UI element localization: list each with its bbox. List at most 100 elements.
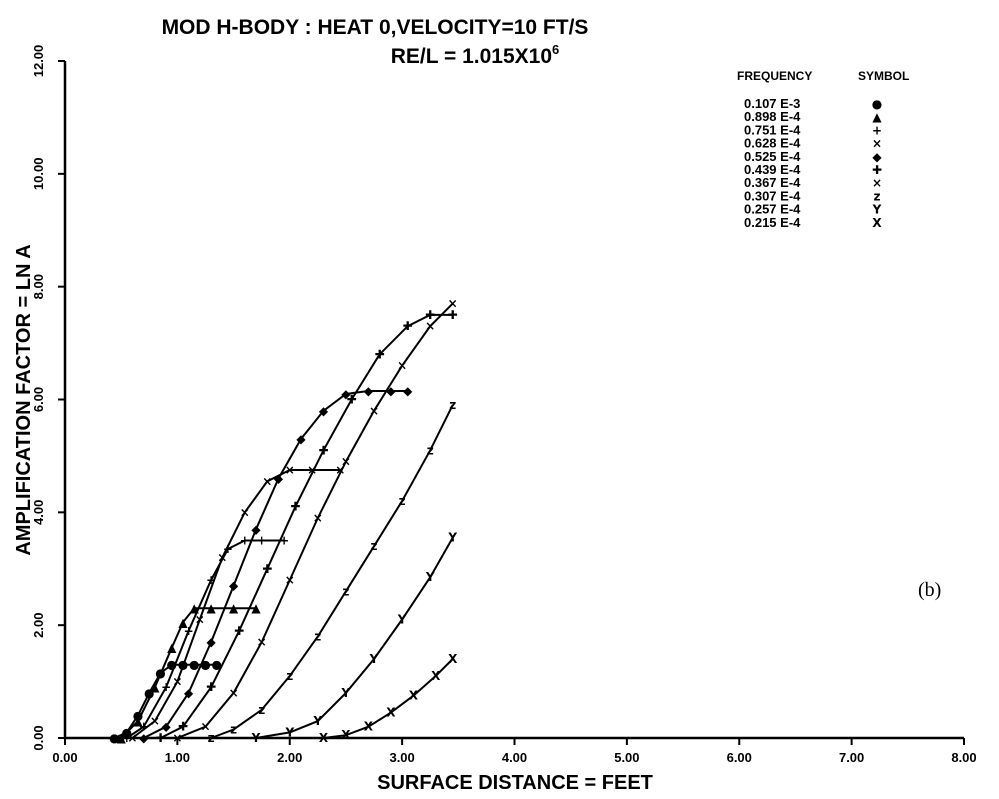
legend-entry-symbol: ●: [872, 97, 882, 111]
data-point: +: [279, 534, 289, 548]
data-point: +: [257, 534, 267, 548]
y-ticks: 0.00 2.00 4.00 6.00 8.00 10.00 12.00: [31, 45, 65, 751]
y-tick-label: 2.00: [31, 613, 46, 638]
x-tick-label: 8.00: [951, 750, 976, 765]
data-point: z: [371, 539, 378, 553]
data-point: ▲: [167, 641, 177, 655]
legend-entry-frequency: 0.307 E-4: [744, 188, 801, 203]
data-point: ✚: [403, 319, 413, 333]
data-point: ×: [425, 319, 435, 333]
chart-subtitle-base: RE/L = 1.015X10: [391, 45, 552, 68]
data-point: ▲: [117, 731, 127, 745]
data-point: ◆: [364, 384, 374, 398]
data-point: ✚: [155, 731, 165, 745]
series-line: [323, 658, 454, 739]
legend-entry-frequency: 0.628 E-4: [744, 136, 801, 151]
data-point: Y: [447, 531, 457, 545]
data-point: ●: [211, 658, 221, 672]
data-point: ◆: [229, 579, 239, 593]
data-point: z: [258, 703, 265, 717]
legend-entry-frequency: 0.439 E-4: [744, 162, 801, 177]
y-tick-label: 0.00: [31, 725, 46, 750]
data-point: X: [409, 689, 419, 703]
data-point: ✚: [262, 562, 272, 576]
y-tick-label: 10.00: [31, 158, 46, 191]
legend-entry-symbol: ×: [872, 137, 882, 151]
series-line: [143, 390, 408, 739]
legend-entry-frequency: 0.898 E-4: [744, 109, 801, 124]
series-line: [120, 607, 256, 739]
legend-entry-frequency: 0.107 E-3: [744, 96, 800, 111]
series: ✚ ✚ ✚ ✚ ✚ ✚ ✚ ✚ ✚ ✚ ✚ ✚: [155, 308, 457, 745]
data-point: ×: [217, 551, 227, 565]
x-tick-label: 3.00: [389, 750, 414, 765]
data-point: ✚: [290, 500, 300, 514]
legend-entry-frequency: 0.367 E-4: [744, 175, 801, 190]
data-point: Y: [397, 613, 407, 627]
data-point: ×: [172, 675, 182, 689]
data-point: z: [314, 630, 321, 644]
series: × × × × × × × × × ×: [127, 463, 345, 745]
data-point: ×: [127, 731, 137, 745]
data-point: ◆: [403, 384, 413, 398]
x-tick-label: 0.00: [52, 750, 77, 765]
legend-entry-symbol: ×: [872, 176, 882, 190]
data-point: ✚: [448, 308, 458, 322]
data-point: ◆: [251, 522, 261, 536]
legend-header-frequency: FREQUENCY: [737, 69, 812, 83]
data-point: ✚: [234, 624, 244, 638]
series-line: [210, 404, 454, 739]
series: ◆ ◆ ◆ ◆ ◆ ◆ ◆ ◆ ◆ ◆ ◆ ◆ ◆: [139, 384, 413, 745]
data-point: ×: [313, 511, 323, 525]
data-point: ◆: [319, 404, 329, 418]
data-point: ×: [200, 720, 210, 734]
data-point: +: [139, 720, 149, 734]
data-point: ◆: [386, 384, 396, 398]
series: ▲▲▲▲▲▲ ▲ ▲ ▲: [117, 601, 262, 745]
data-point: ◆: [139, 731, 149, 745]
x-tick-label: 1.00: [165, 750, 190, 765]
data-point: ●: [189, 658, 199, 672]
legend-entry-symbol: ✚: [872, 163, 882, 177]
y-axis-label: AMPLIFICATION FACTOR = LN A: [13, 244, 35, 555]
data-point: ✚: [178, 720, 188, 734]
data-point: X: [431, 669, 441, 683]
data-point: ◆: [161, 720, 171, 734]
data-point: ▲: [206, 601, 216, 615]
series: z z z z z z z z z z: [208, 398, 457, 745]
x-tick-label: 2.00: [277, 750, 302, 765]
legend-entry-symbol: ◆: [872, 150, 882, 164]
data-point: ◆: [296, 432, 306, 446]
x-ticks: 0.00 1.00 2.00 3.00 4.00 5.00 6.00 7.00 8.00: [52, 738, 977, 765]
data-point: z: [342, 584, 349, 598]
data-point: Y: [251, 731, 261, 745]
series-line: [177, 302, 454, 739]
legend-entry-symbol: Y: [872, 203, 882, 217]
data-point: ×: [335, 463, 345, 477]
data-point: ×: [172, 731, 182, 745]
data-point: ▲: [150, 680, 160, 694]
data-point: ×: [262, 474, 272, 488]
data-point: ×: [285, 573, 295, 587]
data-point: z: [427, 443, 434, 457]
x-tick-label: 5.00: [614, 750, 639, 765]
data-point: X: [448, 652, 458, 666]
legend: FREQUENCY SYMBOL 0.107 E-3 ● 0.898 E-4 ▲ 0.7…: [737, 69, 909, 230]
data-point: ✚: [318, 443, 328, 457]
series-line: [131, 469, 341, 739]
chart-subtitle: RE/L = 1.015X106: [391, 42, 560, 68]
data-point: ▲: [133, 714, 143, 728]
y-tick-label: 8.00: [31, 274, 46, 299]
panel-label: (b): [918, 579, 941, 601]
data-point: ●: [133, 708, 143, 722]
data-point: ✚: [347, 393, 357, 407]
data-point: +: [184, 624, 194, 638]
data-point: ●: [200, 658, 210, 672]
x-tick-label: 4.00: [502, 750, 527, 765]
data-point: +: [223, 542, 233, 556]
data-point: ●: [144, 686, 154, 700]
y-tick-label: 4.00: [31, 500, 46, 525]
series-line: [160, 313, 453, 739]
data-point: ×: [307, 463, 317, 477]
